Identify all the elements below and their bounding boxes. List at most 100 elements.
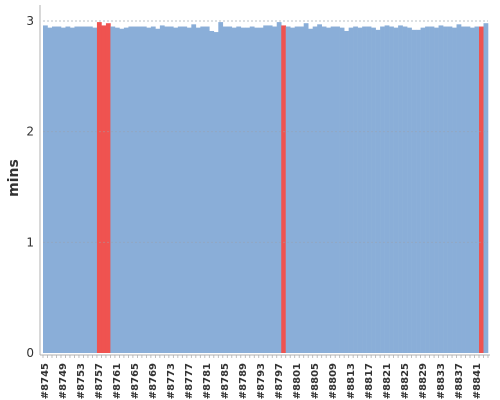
x-tick-label: #8745 (40, 363, 51, 399)
build-bar (168, 26, 174, 354)
build-bar (380, 26, 385, 354)
build-bar (213, 32, 219, 353)
build-bar (420, 27, 426, 353)
build-bar (132, 26, 138, 354)
failed-build-bar (101, 25, 107, 354)
failed-build-bar (96, 22, 102, 354)
x-tick-label: #8805 (310, 363, 321, 399)
x-tick-label: #8829 (418, 363, 429, 399)
build-bar (191, 24, 197, 353)
plot-area (43, 22, 489, 354)
x-tick-label: #8825 (400, 363, 411, 399)
x-tick-label: #8785 (220, 363, 231, 399)
build-bar (272, 26, 278, 354)
x-tick-label: #8837 (454, 363, 465, 399)
build-bar (245, 27, 251, 353)
build-bar (182, 26, 188, 354)
build-bar (438, 25, 444, 354)
build-bar (200, 26, 206, 354)
build-bar (285, 26, 291, 354)
build-bar (137, 26, 143, 354)
build-bar (159, 25, 165, 354)
build-bar (110, 26, 116, 354)
build-bar (299, 26, 304, 354)
build-bar (231, 27, 237, 353)
build-bar (177, 26, 183, 354)
build-bar (357, 27, 363, 353)
build-bar (443, 26, 448, 354)
build-bar (353, 26, 358, 354)
build-bar (150, 26, 156, 354)
build-bar (47, 27, 53, 353)
build-bar (461, 26, 466, 354)
build-bar (407, 27, 412, 353)
build-bar (474, 26, 480, 354)
build-bar (290, 27, 296, 353)
build-bar (416, 29, 421, 353)
build-bar (43, 25, 48, 354)
build-bar (114, 27, 120, 353)
build-bar (236, 26, 242, 354)
build-bar (78, 26, 84, 354)
build-bar (164, 26, 170, 354)
x-tick-label: #8809 (328, 363, 339, 399)
x-tick-label: #8797 (274, 363, 285, 399)
build-bar (425, 26, 430, 354)
build-bar (56, 26, 62, 354)
y-tick-label: 3 (26, 14, 34, 28)
y-axis-label: mins (6, 159, 22, 197)
build-bar (371, 27, 376, 353)
build-bar (155, 28, 161, 353)
build-bar (411, 29, 417, 353)
y-tick-label: 1 (26, 235, 34, 249)
build-bar (222, 26, 228, 354)
build-bar (308, 28, 313, 353)
build-bar (141, 26, 147, 354)
x-tick-label: #8833 (436, 363, 447, 399)
build-bar (362, 26, 367, 354)
build-bar (186, 27, 192, 353)
x-tick-label: #8813 (346, 363, 357, 399)
y-tick-label: 0 (26, 346, 34, 360)
build-bar (393, 27, 399, 353)
x-tick-label: #8773 (166, 363, 177, 399)
build-bar (218, 22, 224, 354)
build-bar (146, 27, 152, 353)
build-bar (204, 26, 210, 354)
build-bar (344, 30, 349, 354)
build-bar (434, 27, 439, 353)
build-bar (119, 28, 125, 353)
x-tick-label: #8761 (112, 363, 123, 399)
x-tick-label: #8777 (184, 363, 195, 399)
x-tick-label: #8801 (292, 363, 303, 399)
build-bar (267, 25, 273, 354)
build-bar (128, 26, 134, 354)
build-bar (69, 27, 75, 353)
failed-build-bar (105, 23, 111, 354)
build-bar (321, 26, 327, 354)
build-bar (173, 27, 179, 353)
x-tick-label: #8817 (364, 363, 375, 399)
build-bar (60, 27, 66, 353)
x-tick-label: #8753 (76, 363, 87, 399)
x-tick-label: #8765 (130, 363, 141, 399)
build-bar (258, 27, 264, 353)
build-bar (452, 27, 457, 353)
build-bar (398, 25, 403, 354)
build-bar (447, 26, 453, 354)
build-bar (470, 27, 475, 353)
build-bar (83, 26, 89, 354)
build-bar (51, 26, 57, 354)
build-bar (317, 24, 322, 353)
build-bar (483, 23, 489, 354)
build-bar (348, 27, 354, 353)
build-bar (402, 26, 408, 354)
build-bar (195, 27, 201, 353)
build-bar (209, 30, 215, 354)
failed-build-bar (281, 25, 287, 354)
x-tick-label: #8749 (58, 363, 69, 399)
build-bar (330, 26, 336, 354)
build-bar (366, 26, 372, 354)
build-bar (303, 23, 309, 354)
build-bar (227, 26, 233, 354)
